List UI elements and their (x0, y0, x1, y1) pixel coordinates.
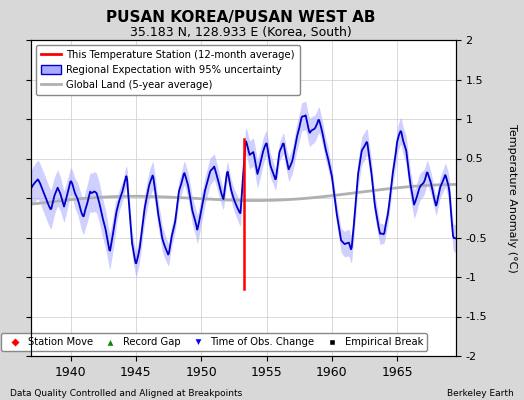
Text: Data Quality Controlled and Aligned at Breakpoints: Data Quality Controlled and Aligned at B… (10, 389, 243, 398)
Text: PUSAN KOREA/PUSAN WEST AB: PUSAN KOREA/PUSAN WEST AB (106, 10, 376, 25)
Legend: Station Move, Record Gap, Time of Obs. Change, Empirical Break: Station Move, Record Gap, Time of Obs. C… (1, 333, 427, 351)
Text: 35.183 N, 128.933 E (Korea, South): 35.183 N, 128.933 E (Korea, South) (130, 26, 352, 39)
Text: Berkeley Earth: Berkeley Earth (447, 389, 514, 398)
Y-axis label: Temperature Anomaly (°C): Temperature Anomaly (°C) (507, 124, 517, 272)
